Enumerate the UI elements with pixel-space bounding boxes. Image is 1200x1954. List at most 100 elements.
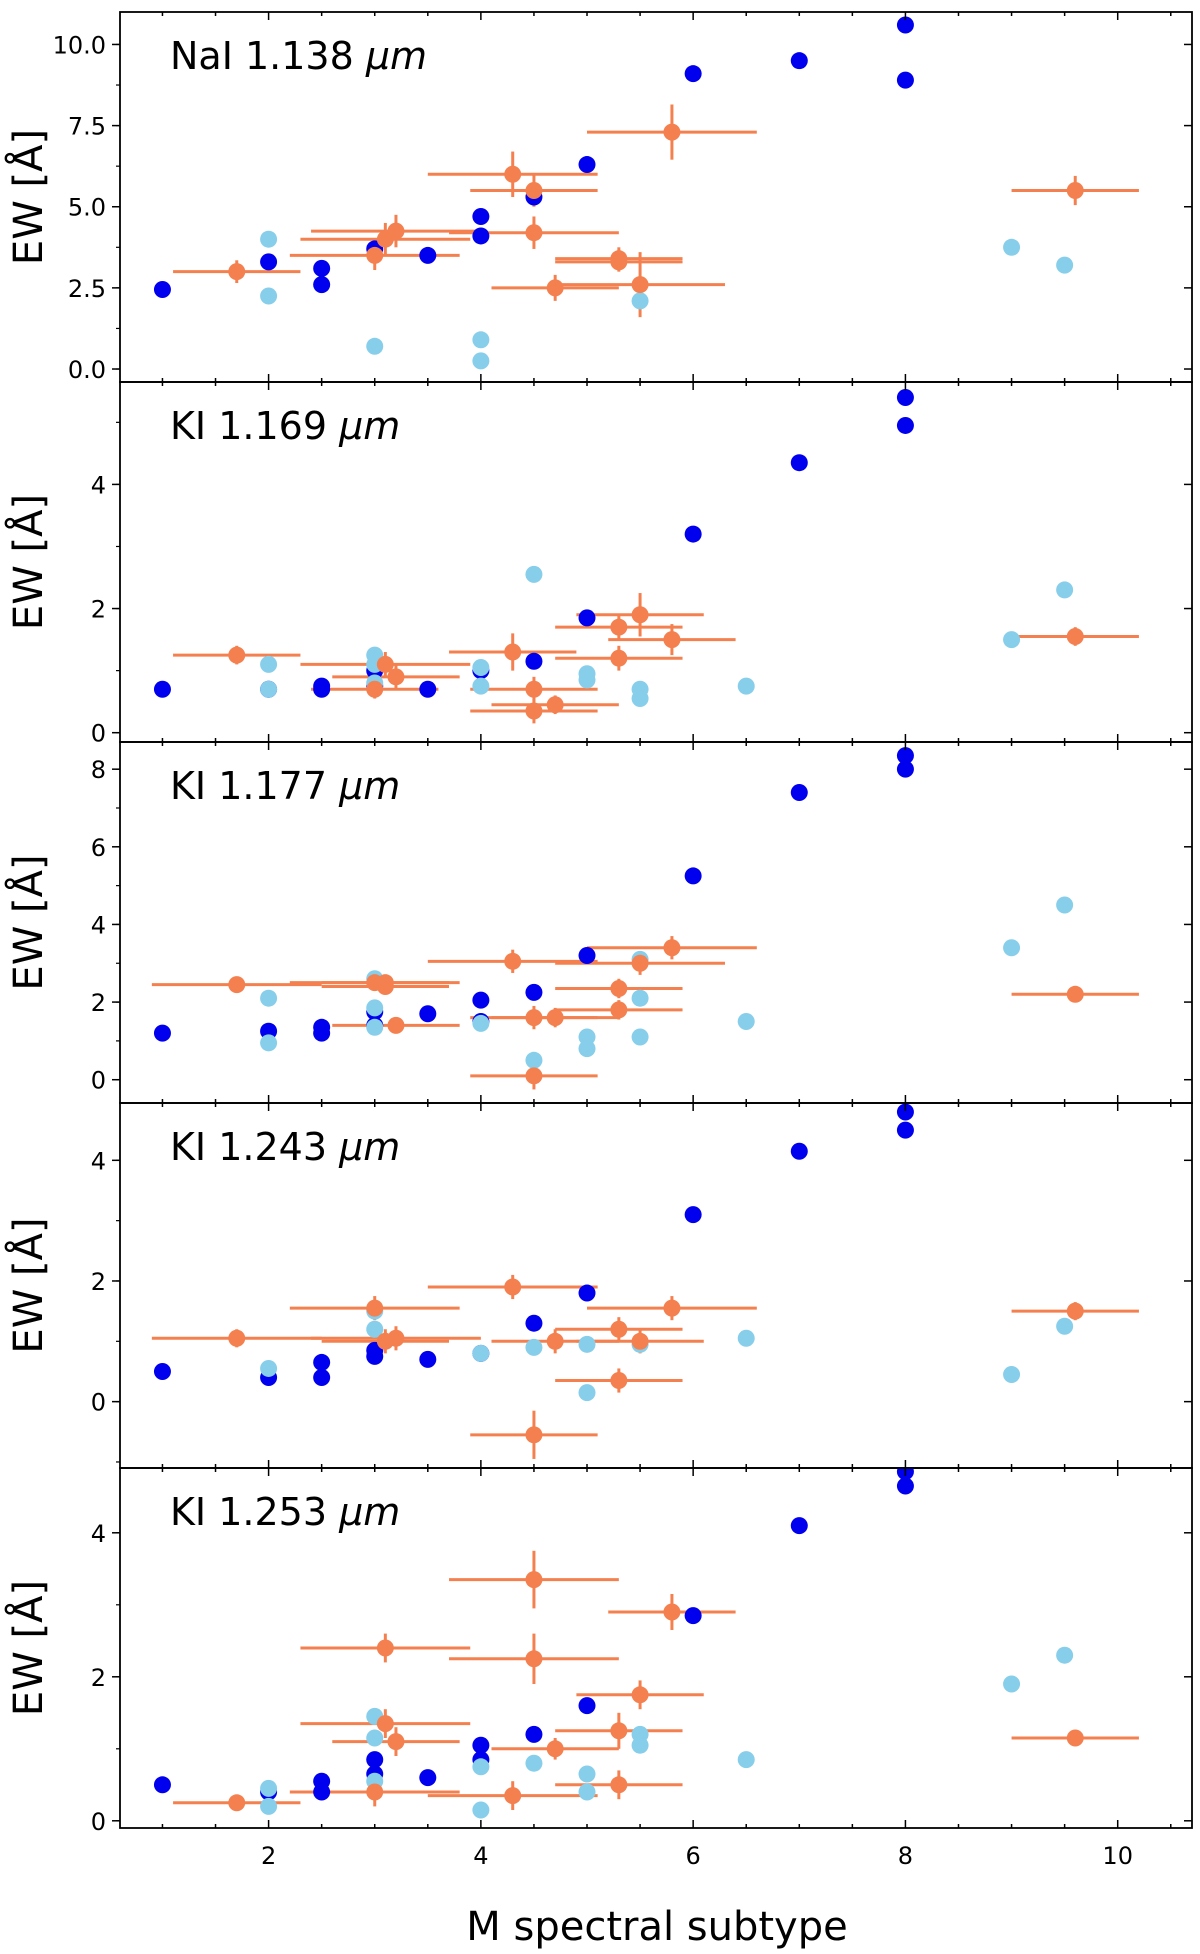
light-point-2 <box>260 287 278 305</box>
errorbar-point-10 <box>631 1332 649 1350</box>
errorbar-point-1 <box>228 263 246 281</box>
dark-point-1 <box>153 1362 171 1380</box>
light-point-8 <box>578 1028 596 1046</box>
errorbar-points <box>228 1278 1084 1444</box>
dark-point-4 <box>313 1369 331 1387</box>
light-point-12 <box>631 1736 649 1754</box>
panel-title: KI 1.169 μm <box>170 404 400 448</box>
light-point-6 <box>631 292 649 310</box>
light-series <box>260 1646 1074 1819</box>
dark-series <box>153 1103 914 1387</box>
errorbar-point-10 <box>610 253 628 271</box>
errorbar-point-11 <box>610 1776 628 1794</box>
y-axis-label: EW [Å] <box>4 1580 52 1716</box>
light-point-15 <box>1056 581 1074 599</box>
errorbar-point-5 <box>387 1733 405 1751</box>
y-tick-label: 4 <box>91 1147 106 1175</box>
x-tick-label: 10 <box>1102 1842 1133 1870</box>
y-tick-label: 0.0 <box>68 356 106 384</box>
errorbar-point-6 <box>504 1787 522 1805</box>
light-point-7 <box>1003 238 1021 256</box>
panels: 0.0 2.5 5.0 7.5 10.0 EW [Å] NaI 1.138 μm 0 2 4 EW … <box>4 11 1193 1870</box>
errorbar-point-9 <box>610 618 628 636</box>
dark-point-10 <box>525 983 543 1001</box>
light-point-1 <box>260 989 278 1007</box>
errorbar-point-8 <box>546 279 564 297</box>
y-tick-label: 2 <box>91 1268 106 1296</box>
errorbar-point-12 <box>1066 1302 1084 1320</box>
y-axis-label: EW [Å] <box>4 1217 52 1353</box>
dark-point-7 <box>419 680 437 698</box>
light-point-4 <box>366 1729 384 1747</box>
errorbar-point-8 <box>546 696 564 714</box>
dark-point-7 <box>419 1005 437 1023</box>
y-tick-label: 2 <box>91 989 106 1017</box>
y-axis-label: EW [Å] <box>4 129 52 265</box>
panel-3: 0 2 4 6 8 EW [Å] KI 1.177 μm <box>4 741 1193 1104</box>
panel-frame <box>119 1467 1193 1829</box>
light-point-2 <box>260 680 278 698</box>
errorbar-point-13 <box>663 1603 681 1621</box>
errorbar-point-7 <box>525 1009 543 1027</box>
dark-point-10 <box>525 1725 543 1743</box>
dark-point-10 <box>578 156 596 174</box>
y-tick-label: 0 <box>91 720 106 748</box>
light-point-15 <box>1056 896 1074 914</box>
light-point-11 <box>1056 1317 1074 1335</box>
errorbar-point-12 <box>631 954 649 972</box>
errorbar-point-9 <box>546 1740 564 1758</box>
dark-point-3 <box>313 259 331 277</box>
light-point-4 <box>366 999 384 1017</box>
errorbar-point-1 <box>228 1794 246 1812</box>
light-point-6 <box>472 1014 490 1032</box>
errorbar-point-9 <box>610 1372 628 1390</box>
errorbar-point-2 <box>366 680 384 698</box>
y-tick-label: 0 <box>91 1389 106 1417</box>
dark-point-1 <box>153 281 171 298</box>
light-point-13 <box>737 1012 755 1030</box>
errorbar-point-4 <box>376 978 394 996</box>
dark-point-14 <box>896 747 914 765</box>
errorbar-point-4 <box>376 1715 394 1733</box>
dark-point-4 <box>313 1783 331 1801</box>
errorbar-point-7 <box>546 1332 564 1350</box>
dark-point-5 <box>366 1751 384 1769</box>
dark-point-10 <box>578 609 596 627</box>
dark-point-13 <box>790 1517 808 1535</box>
light-point-1 <box>260 1359 278 1377</box>
dark-point-11 <box>578 1697 596 1715</box>
panel-5: 0 2 4 EW [Å] KI 1.253 μm 2 4 6 8 10 <box>4 1467 1193 1870</box>
panel-title: NaI 1.138 μm <box>170 34 427 78</box>
errorbar-point-1 <box>228 976 246 994</box>
light-point-14 <box>1003 631 1021 649</box>
errorbar-point-14 <box>1066 1729 1084 1747</box>
light-point-9 <box>578 1765 596 1783</box>
dark-point-12 <box>684 1607 702 1625</box>
y-tick-label: 0 <box>91 1808 106 1836</box>
light-point-10 <box>578 1783 596 1801</box>
x-tick-label: 2 <box>261 1842 276 1870</box>
panel-1: 0.0 2.5 5.0 7.5 10.0 EW [Å] NaI 1.138 μm <box>4 11 1193 384</box>
errorbar-point-6 <box>504 952 522 970</box>
dark-point-6 <box>419 246 437 264</box>
errorbar-points <box>228 606 1084 720</box>
light-point-6 <box>472 659 490 677</box>
light-point-13 <box>737 677 755 695</box>
light-point-14 <box>1003 1675 1021 1693</box>
errorbar-point-8 <box>525 1650 543 1668</box>
light-point-2 <box>260 1034 278 1052</box>
dark-point-12 <box>790 454 808 472</box>
y-tick-label: 4 <box>91 911 106 939</box>
errorbar-series <box>173 593 1139 724</box>
dark-point-8 <box>472 1736 490 1754</box>
dark-point-9 <box>525 1314 543 1332</box>
light-point-8 <box>1056 256 1074 274</box>
y-tick-label: 10.0 <box>53 31 106 59</box>
errorbar-point-8 <box>525 1067 543 1085</box>
light-point-13 <box>737 1751 755 1769</box>
errorbar-point-6 <box>525 224 543 242</box>
light-point-8 <box>525 1754 543 1772</box>
dark-point-12 <box>790 1142 808 1160</box>
errorbar-point-12 <box>631 1686 649 1704</box>
light-point-10 <box>578 671 596 689</box>
